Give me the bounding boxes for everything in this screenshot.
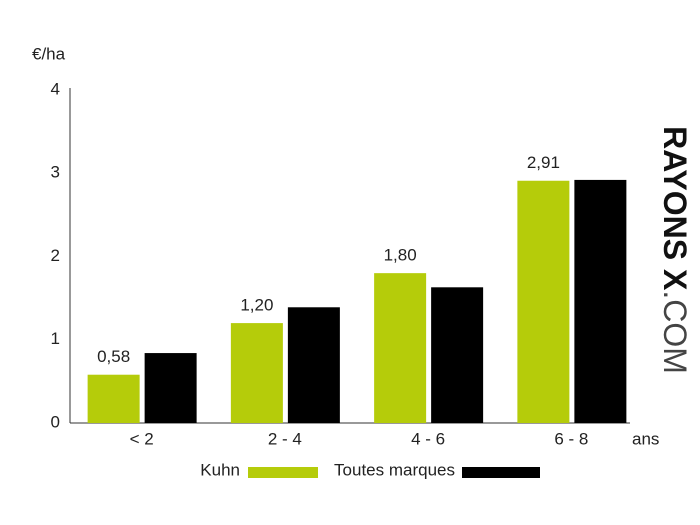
y-tick-label: 1 (51, 329, 60, 348)
y-tick-label: 4 (51, 79, 60, 98)
bar (374, 273, 427, 423)
bar (144, 353, 197, 423)
legend-swatch (248, 467, 318, 478)
bar (574, 179, 627, 423)
y-tick-label: 3 (51, 163, 60, 182)
bar (287, 307, 340, 423)
x-tick-label: 2 - 4 (268, 429, 302, 448)
x-axis-label: ans (632, 429, 659, 448)
value-label: 1,20 (240, 296, 273, 315)
bar (87, 374, 140, 423)
watermark: RAYONS X.COM (657, 126, 693, 374)
legend-label: Toutes marques (334, 460, 455, 479)
legend-label: Kuhn (200, 460, 240, 479)
legend-swatch (462, 467, 540, 478)
y-tick-label: 0 (51, 412, 60, 431)
value-label: 1,80 (384, 246, 417, 265)
watermark-bold: RAYONS X (657, 126, 693, 291)
x-tick-label: 6 - 8 (554, 429, 588, 448)
bar (517, 180, 570, 423)
x-tick-label: < 2 (130, 429, 154, 448)
bar (230, 323, 283, 423)
value-label: 2,91 (527, 153, 560, 172)
bar (431, 287, 484, 423)
x-tick-label: 4 - 6 (411, 429, 445, 448)
watermark-light: .COM (657, 290, 693, 374)
value-label: 0,58 (97, 347, 130, 366)
y-axis-label: €/ha (32, 44, 66, 63)
y-tick-label: 2 (51, 246, 60, 265)
